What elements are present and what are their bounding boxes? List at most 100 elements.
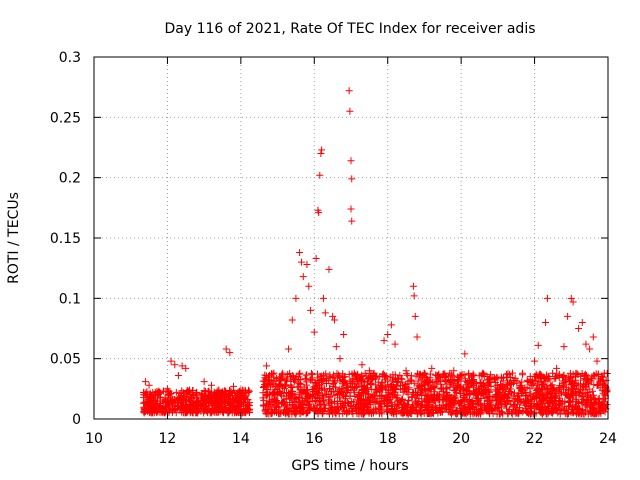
dense-data-point	[574, 370, 582, 378]
dense-data-point	[226, 386, 234, 394]
dense-data-point	[218, 399, 226, 407]
grid-lines	[94, 57, 608, 419]
dense-data-point	[552, 374, 560, 382]
dense-data-point	[298, 408, 306, 416]
dense-data-point	[460, 385, 468, 393]
dense-data-point	[168, 409, 176, 417]
dense-data-point	[356, 392, 364, 400]
dense-data-point	[460, 371, 468, 379]
dense-data-point	[296, 369, 304, 377]
dense-data-point	[328, 387, 336, 395]
dense-data-point	[359, 385, 367, 393]
data-point	[348, 217, 356, 225]
dense-data-point	[584, 392, 592, 400]
dense-data-point	[339, 370, 347, 378]
dense-data-point	[211, 392, 219, 400]
data-point	[410, 292, 418, 300]
dense-data-point	[486, 402, 494, 410]
dense-data-point	[322, 390, 330, 398]
dense-data-point	[355, 399, 363, 407]
dense-data-point	[541, 393, 549, 401]
x-tick-label: 20	[452, 431, 470, 447]
dense-data-point	[275, 388, 283, 396]
dense-data-point	[446, 395, 454, 403]
dense-data-point	[422, 397, 430, 405]
dense-data-point	[469, 402, 477, 410]
dense-data-point	[320, 376, 328, 384]
dense-data-point	[167, 390, 175, 398]
dense-data-point	[395, 401, 403, 409]
data-point	[330, 316, 338, 324]
dense-data-point	[528, 382, 536, 390]
dense-data-point	[296, 388, 304, 396]
dense-data-point	[546, 397, 554, 405]
dense-data-point	[510, 403, 518, 411]
dense-data-point	[509, 377, 517, 385]
dense-data-point	[536, 405, 544, 413]
dense-data-point	[513, 392, 521, 400]
dense-data-point	[547, 381, 555, 389]
dense-data-point	[140, 399, 148, 407]
chart-title: Day 116 of 2021, Rate Of TEC Index for r…	[164, 21, 535, 37]
dense-data-point	[261, 381, 269, 389]
dense-data-point	[588, 373, 596, 381]
data-point	[215, 386, 223, 394]
data-point	[420, 369, 428, 377]
dense-data-point	[262, 381, 270, 389]
dense-data-point	[200, 409, 208, 417]
dense-data-point	[496, 398, 504, 406]
data-point	[428, 364, 436, 372]
dense-data-point	[287, 404, 295, 412]
dense-data-point	[378, 394, 386, 402]
dense-data-point	[485, 392, 493, 400]
x-tick-label: 22	[526, 431, 544, 447]
data-point	[174, 372, 182, 380]
dense-data-point	[235, 387, 243, 395]
data-point	[347, 157, 355, 165]
dense-data-point	[334, 371, 342, 379]
dense-data-point	[558, 398, 566, 406]
dense-data-point	[419, 387, 427, 395]
dense-data-point	[336, 385, 344, 393]
dense-data-point	[485, 388, 493, 396]
dense-data-point	[188, 408, 196, 416]
y-tick-label: 0.1	[59, 291, 81, 307]
data-point	[325, 265, 333, 273]
dense-data-point	[302, 378, 310, 386]
dense-data-point	[453, 406, 461, 414]
dense-data-point	[272, 382, 280, 390]
x-tick-label: 24	[599, 431, 617, 447]
dense-data-point	[320, 407, 328, 415]
data-point	[409, 282, 417, 290]
dense-data-point	[405, 397, 413, 405]
dense-data-point	[486, 371, 494, 379]
dense-data-point	[442, 377, 450, 385]
dense-data-point	[263, 386, 271, 394]
dense-data-point	[412, 406, 420, 414]
dense-data-point	[518, 386, 526, 394]
dense-data-point	[446, 383, 454, 391]
dense-data-point	[183, 397, 191, 405]
data-point	[365, 367, 373, 375]
dense-data-point	[417, 407, 425, 415]
data-point	[141, 378, 149, 386]
data-point	[450, 367, 458, 375]
dense-data-point	[317, 383, 325, 391]
dense-data-point	[582, 396, 590, 404]
dense-data-point	[559, 382, 567, 390]
dense-data-point	[301, 375, 309, 383]
dense-data-point	[400, 399, 408, 407]
dense-data-point	[582, 390, 590, 398]
dense-data-point	[141, 407, 149, 415]
dense-data-point	[397, 396, 405, 404]
dense-data-point	[408, 393, 416, 401]
dense-data-point	[288, 384, 296, 392]
dense-data-point	[404, 404, 412, 412]
dense-data-point	[588, 410, 596, 418]
dense-data-point	[548, 381, 556, 389]
data-point	[288, 316, 296, 324]
dense-data-point	[282, 382, 290, 390]
dense-data-point	[304, 398, 312, 406]
data-point	[336, 355, 344, 363]
